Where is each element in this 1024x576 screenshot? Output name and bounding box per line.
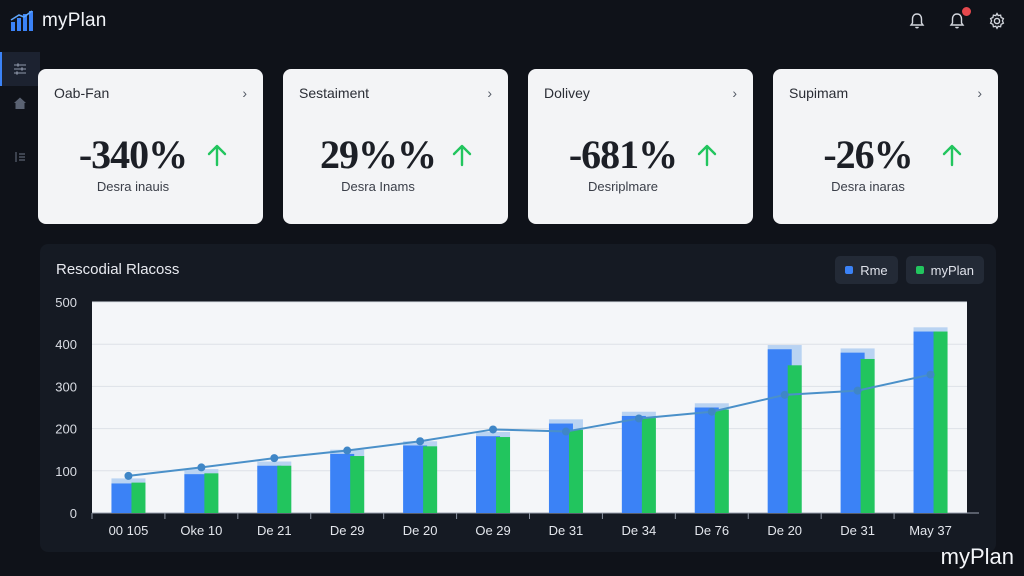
legend-item-rme[interactable]: Rme [835,256,898,284]
chart-legend: Rme myPlan [835,256,984,284]
card-subtitle: Desra inauis [96,179,170,194]
legend-swatch [915,266,924,274]
card-value: -681% [568,132,678,177]
bar-myplan [714,409,729,513]
notification-bell-icon[interactable] [906,10,928,32]
bar-myplan [131,482,146,513]
sidebar-item-filters[interactable] [0,52,40,86]
card-title: Supimam [789,85,849,101]
kpi-card[interactable]: Sestaiment › 29%% Desra Inams [283,69,508,224]
trend-point [853,386,862,395]
x-tick-label: De 34 [622,523,657,538]
card-value: -26% [823,132,913,177]
trend-point [416,437,425,446]
card-title: Sestaiment [299,85,370,101]
chevron-right-icon[interactable]: › [977,85,982,101]
bar-myplan [277,465,292,513]
kpi-card[interactable]: Oab-Fan › -340% Desra inauis [38,69,263,224]
trend-point [707,407,716,416]
arrow-up-icon [697,144,717,167]
x-tick-label: De 20 [403,523,438,538]
x-tick-label: Oke 10 [180,523,222,538]
card-value: -340% [78,132,188,177]
bar-myplan [204,473,219,513]
x-tick-label: May 37 [909,523,952,538]
chevron-right-icon[interactable]: › [242,85,247,101]
bar-myplan [933,331,948,513]
bar-chart: 0 100 200 300 400 500 00 105 Oke 10 De 21 De 29 De… [55,295,979,538]
trend-point [634,414,643,423]
trend-point [124,471,133,480]
app-name: myPlan [42,10,107,31]
notification-bell-alert-icon[interactable] [946,6,972,32]
x-tick-label: Oe 29 [475,523,510,538]
trend-point [489,425,498,434]
sidebar-item-home[interactable] [0,86,40,120]
notification-badge [961,6,972,17]
x-tick-label: De 31 [549,523,584,538]
trend-point [197,463,206,472]
y-tick-label: 100 [55,464,77,479]
x-tick-label: De 31 [840,523,875,538]
arrow-up-icon [942,144,962,167]
y-tick-label: 300 [55,379,77,394]
y-tick-label: 500 [55,295,77,310]
legend-label: myPlan [930,262,974,278]
legend-label: Rme [860,262,888,278]
legend-swatch [845,266,854,274]
y-tick-label: 400 [55,337,77,352]
x-tick-label: De 21 [257,523,292,538]
header-actions [906,6,1008,32]
trend-point [270,454,279,463]
chart-panel: Rescodial Rlacoss Rme myPlan 0 100 200 300 4… [40,244,996,552]
bar-myplan [568,429,583,513]
bar-myplan [641,418,656,513]
kpi-card[interactable]: Dolivey › -681% Desriplmare [528,69,753,224]
kpi-card[interactable]: Supimam › -26% Desra inaras [773,69,998,224]
y-tick-label: 200 [55,422,77,437]
brand[interactable]: myPlan [10,10,107,32]
card-title: Oab-Fan [54,85,110,101]
x-tick-label: De 76 [694,523,729,538]
trend-line [128,373,931,477]
settings-gear-icon[interactable] [986,10,1008,32]
top-bar: myPlan [0,0,1024,46]
y-tick-label: 0 [70,506,77,521]
chevron-right-icon[interactable]: › [487,85,492,101]
trend-point [561,427,570,436]
card-subtitle: Desra Inams [341,179,415,194]
x-tick-label: De 29 [330,523,365,538]
trend-point [343,446,352,455]
arrow-up-icon [452,144,472,167]
sliders-icon [14,63,26,75]
list-icon [15,152,25,162]
chevron-right-icon[interactable]: › [732,85,737,101]
home-icon [14,97,26,109]
sidebar-item-list[interactable] [0,140,40,174]
bar-myplan [496,437,511,513]
bar-myplan [423,446,438,513]
kpi-cards: Oab-Fan › -340% Desra inauis Sestaiment … [38,69,1000,224]
bar-myplan [350,456,365,513]
sidebar [0,52,40,182]
bar-myplan [787,365,802,513]
card-value: 29%% [320,132,437,177]
card-subtitle: Desra inaras [831,179,905,194]
arrow-up-icon [207,144,227,167]
x-tick-label: De 20 [767,523,802,538]
trend-point [926,370,935,379]
card-subtitle: Desriplmare [587,179,659,194]
bar-chart-logo-icon [10,10,33,31]
chart-title: Rescodial Rlacoss [56,261,180,278]
card-title: Dolivey [544,85,590,101]
plot-area [92,302,967,513]
bar-myplan [860,358,875,513]
trend-point [780,390,789,399]
x-tick-label: 00 105 [109,523,149,538]
legend-item-myplan[interactable]: myPlan [905,256,984,284]
watermark: myPlan [940,544,1014,569]
